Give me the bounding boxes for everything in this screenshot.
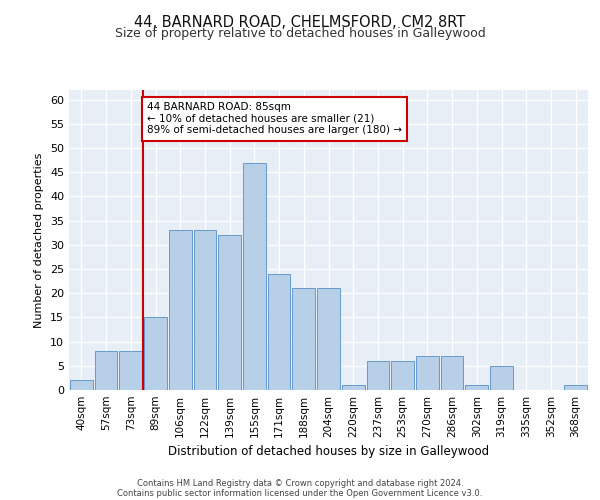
- Bar: [194, 230, 216, 390]
- Bar: [95, 352, 118, 390]
- Text: Contains public sector information licensed under the Open Government Licence v3: Contains public sector information licen…: [118, 488, 482, 498]
- Text: 44, BARNARD ROAD, CHELMSFORD, CM2 8RT: 44, BARNARD ROAD, CHELMSFORD, CM2 8RT: [134, 15, 466, 30]
- Text: Size of property relative to detached houses in Galleywood: Size of property relative to detached ho…: [115, 28, 485, 40]
- Bar: [391, 361, 414, 390]
- Bar: [367, 361, 389, 390]
- Bar: [169, 230, 191, 390]
- X-axis label: Distribution of detached houses by size in Galleywood: Distribution of detached houses by size …: [168, 446, 489, 458]
- Bar: [119, 352, 142, 390]
- Bar: [342, 385, 365, 390]
- Bar: [218, 235, 241, 390]
- Text: 44 BARNARD ROAD: 85sqm
← 10% of detached houses are smaller (21)
89% of semi-det: 44 BARNARD ROAD: 85sqm ← 10% of detached…: [147, 102, 402, 136]
- Bar: [317, 288, 340, 390]
- Y-axis label: Number of detached properties: Number of detached properties: [34, 152, 44, 328]
- Bar: [292, 288, 315, 390]
- Bar: [268, 274, 290, 390]
- Bar: [466, 385, 488, 390]
- Bar: [441, 356, 463, 390]
- Bar: [416, 356, 439, 390]
- Text: Contains HM Land Registry data © Crown copyright and database right 2024.: Contains HM Land Registry data © Crown c…: [137, 478, 463, 488]
- Bar: [490, 366, 513, 390]
- Bar: [243, 162, 266, 390]
- Bar: [144, 318, 167, 390]
- Bar: [70, 380, 93, 390]
- Bar: [564, 385, 587, 390]
